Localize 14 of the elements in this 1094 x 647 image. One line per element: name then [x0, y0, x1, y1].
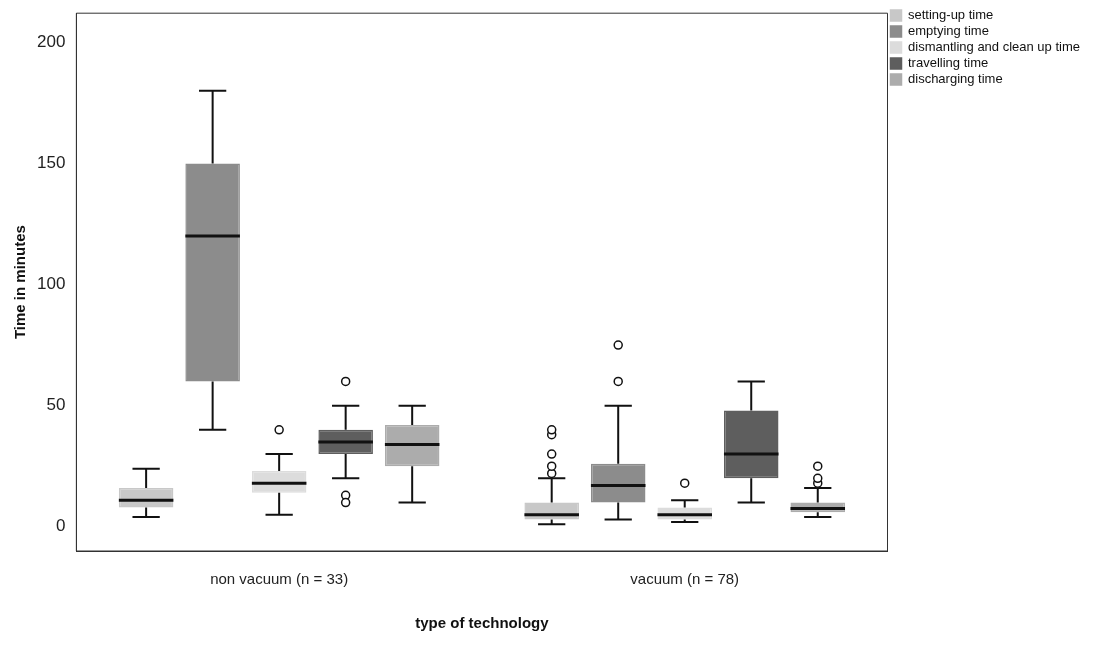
y-tick-label: 100: [36, 274, 66, 294]
legend-label: travelling time: [908, 55, 989, 71]
legend-label: setting-up time: [908, 7, 994, 23]
legend-label: discharging time: [908, 71, 1003, 87]
y-tick-label: 0: [55, 516, 66, 536]
y-axis-title: Time in minutes: [11, 225, 29, 340]
x-axis-title: type of technology: [415, 614, 550, 632]
y-tick-label: 150: [36, 153, 66, 173]
legend-label: emptying time: [908, 23, 989, 39]
x-tick-label: vacuum (n = 78): [630, 570, 740, 588]
legend-label: dismantling and clean up time: [908, 39, 1081, 55]
y-tick-label: 200: [36, 31, 66, 51]
x-tick-label: non vacuum (n = 33): [210, 570, 349, 588]
y-tick-label: 50: [46, 395, 66, 415]
